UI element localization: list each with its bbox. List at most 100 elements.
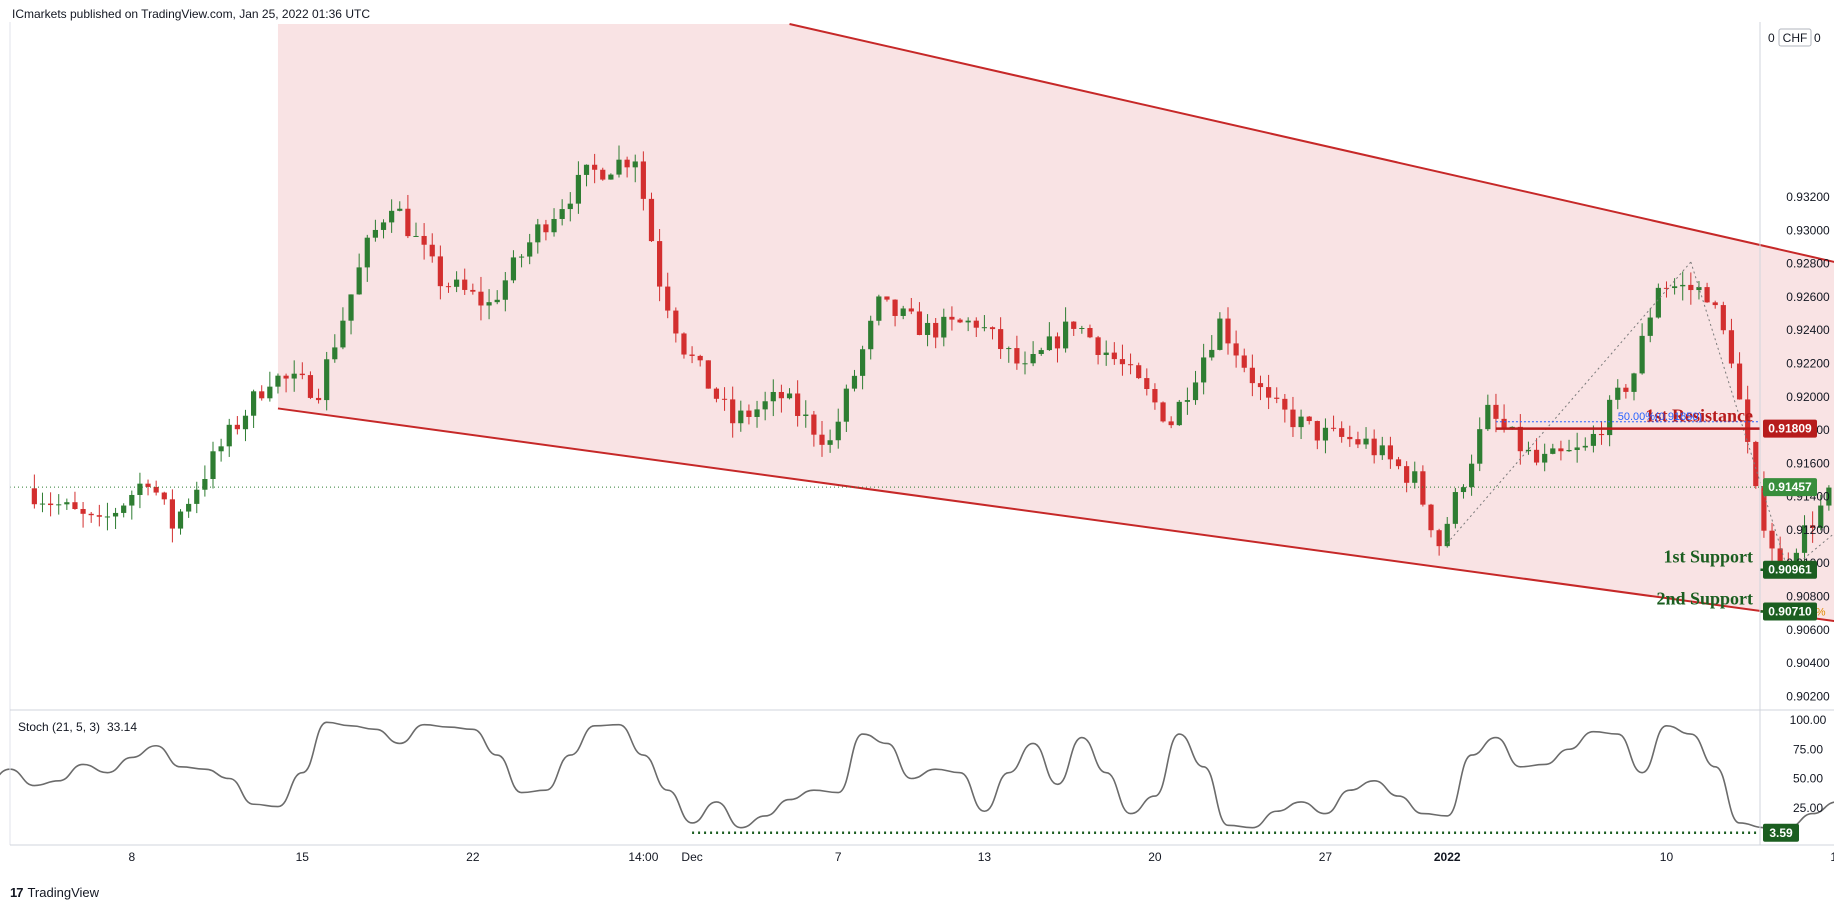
candles[interactable] [31,145,1834,576]
candle-body-down[interactable] [1274,397,1280,399]
candle-body-down[interactable] [1761,486,1767,531]
candle-body-down[interactable] [1688,284,1694,291]
candle-body-down[interactable] [1777,548,1783,562]
candle-body-down[interactable] [1810,525,1816,528]
candle-body-up[interactable] [1176,401,1182,426]
candle-body-down[interactable] [1054,336,1061,349]
candle-body-up[interactable] [851,375,858,389]
candle-body-down[interactable] [1387,445,1393,460]
candle-body-up[interactable] [1566,450,1572,452]
candle-body-up[interactable] [1655,287,1661,318]
candle-body-down[interactable] [1071,321,1077,329]
candle-body-up[interactable] [1590,433,1596,446]
candle-body-up[interactable] [583,164,590,175]
candle-body-down[interactable] [989,327,996,330]
candle-body-down[interactable] [153,486,159,493]
candle-body-up[interactable] [575,174,581,204]
candle-body-down[interactable] [1493,404,1499,419]
candle-body-up[interactable] [900,308,906,316]
candle-body-up[interactable] [567,203,573,210]
candle-body-down[interactable] [1623,387,1629,392]
candle-body-up[interactable] [251,391,257,416]
candle-body-down[interactable] [1249,367,1255,384]
candle-body-up[interactable] [1615,387,1621,400]
candle-body-down[interactable] [1420,471,1426,505]
stoch-pane[interactable]: Stoch (21, 5, 3) 33.14 [0,720,1834,835]
candle-body-up[interactable] [965,320,971,323]
candle-body-up[interactable] [1639,335,1645,374]
candle-body-down[interactable] [1598,433,1605,436]
candle-body-down[interactable] [1404,466,1410,483]
candle-body-up[interactable] [527,242,533,257]
candle-body-up[interactable] [1298,416,1304,428]
harmonic-pattern-line[interactable] [1690,261,1789,572]
candle-body-up[interactable] [941,316,947,338]
candle-body-up[interactable] [868,320,874,350]
candle-body-up[interactable] [1672,286,1678,289]
candle-body-down[interactable] [1314,421,1320,441]
candle-body-down[interactable] [1014,348,1020,364]
candle-body-up[interactable] [137,483,143,495]
candle-body-up[interactable] [1647,317,1653,336]
candle-body-down[interactable] [1436,530,1442,547]
candle-body-down[interactable] [1233,343,1239,356]
candle-body-down[interactable] [462,279,468,290]
candle-body-down[interactable] [949,316,955,320]
candle-body-up[interactable] [389,210,395,223]
candle-body-up[interactable] [494,299,500,303]
candle-body-down[interactable] [713,388,720,399]
candle-body-down[interactable] [705,360,711,389]
candle-body-down[interactable] [1745,399,1751,442]
candle-body-up[interactable] [1412,471,1418,483]
candle-body-down[interactable] [1282,398,1288,410]
candle-body-down[interactable] [1330,427,1337,429]
candle-body-down[interactable] [72,502,78,509]
candle-body-down[interactable] [1347,436,1353,440]
harmonic-pattern-line[interactable] [1787,430,1834,572]
candle-body-down[interactable] [624,159,630,168]
candle-body-up[interactable] [112,512,119,517]
candle-body-up[interactable] [372,229,378,238]
candle-body-up[interactable] [876,296,882,321]
candle-body-up[interactable] [1607,399,1613,436]
candle-body-down[interactable] [1753,441,1759,487]
candle-body-down[interactable] [259,391,265,399]
candle-body-up[interactable] [1192,382,1199,401]
candle-body-down[interactable] [421,235,427,245]
candle-body-down[interactable] [1087,328,1093,338]
candle-body-up[interactable] [770,391,776,402]
candle-body-up[interactable] [1826,487,1832,506]
candle-body-up[interactable] [1582,445,1588,448]
candle-body-up[interactable] [1485,404,1491,430]
candle-body-down[interactable] [973,320,979,328]
candle-body-down[interactable] [1339,428,1345,437]
candle-body-up[interactable] [860,349,866,376]
candle-body-down[interactable] [1160,402,1166,422]
candle-body-up[interactable] [210,451,216,480]
candle-body-down[interactable] [437,256,443,287]
candle-body-up[interactable] [226,424,232,447]
candle-body-up[interactable] [1379,445,1385,456]
candle-body-down[interactable] [80,508,86,514]
candle-body-up[interactable] [1801,525,1808,553]
candle-body-down[interactable] [307,375,314,398]
candle-body-down[interactable] [1428,504,1434,531]
candle-body-down[interactable] [145,483,151,487]
candle-body-up[interactable] [551,218,557,233]
candle-body-up[interactable] [332,347,338,360]
candle-body-down[interactable] [1704,287,1710,303]
candle-body-up[interactable] [1696,287,1702,291]
candle-body-down[interactable] [470,289,476,292]
harmonic-pattern-line[interactable] [1446,261,1692,544]
candle-body-down[interactable] [1712,302,1718,306]
candle-body-up[interactable] [291,373,297,379]
candle-body-down[interactable] [1257,383,1264,388]
candle-body-down[interactable] [811,414,817,435]
candle-body-down[interactable] [1111,352,1117,360]
candle-body-up[interactable] [510,257,517,281]
candle-body-up[interactable] [981,327,987,329]
candle-body-down[interactable] [998,329,1004,350]
candle-body-up[interactable] [1444,523,1450,547]
candle-body-up[interactable] [518,256,525,258]
candle-body-up[interactable] [1460,487,1467,493]
